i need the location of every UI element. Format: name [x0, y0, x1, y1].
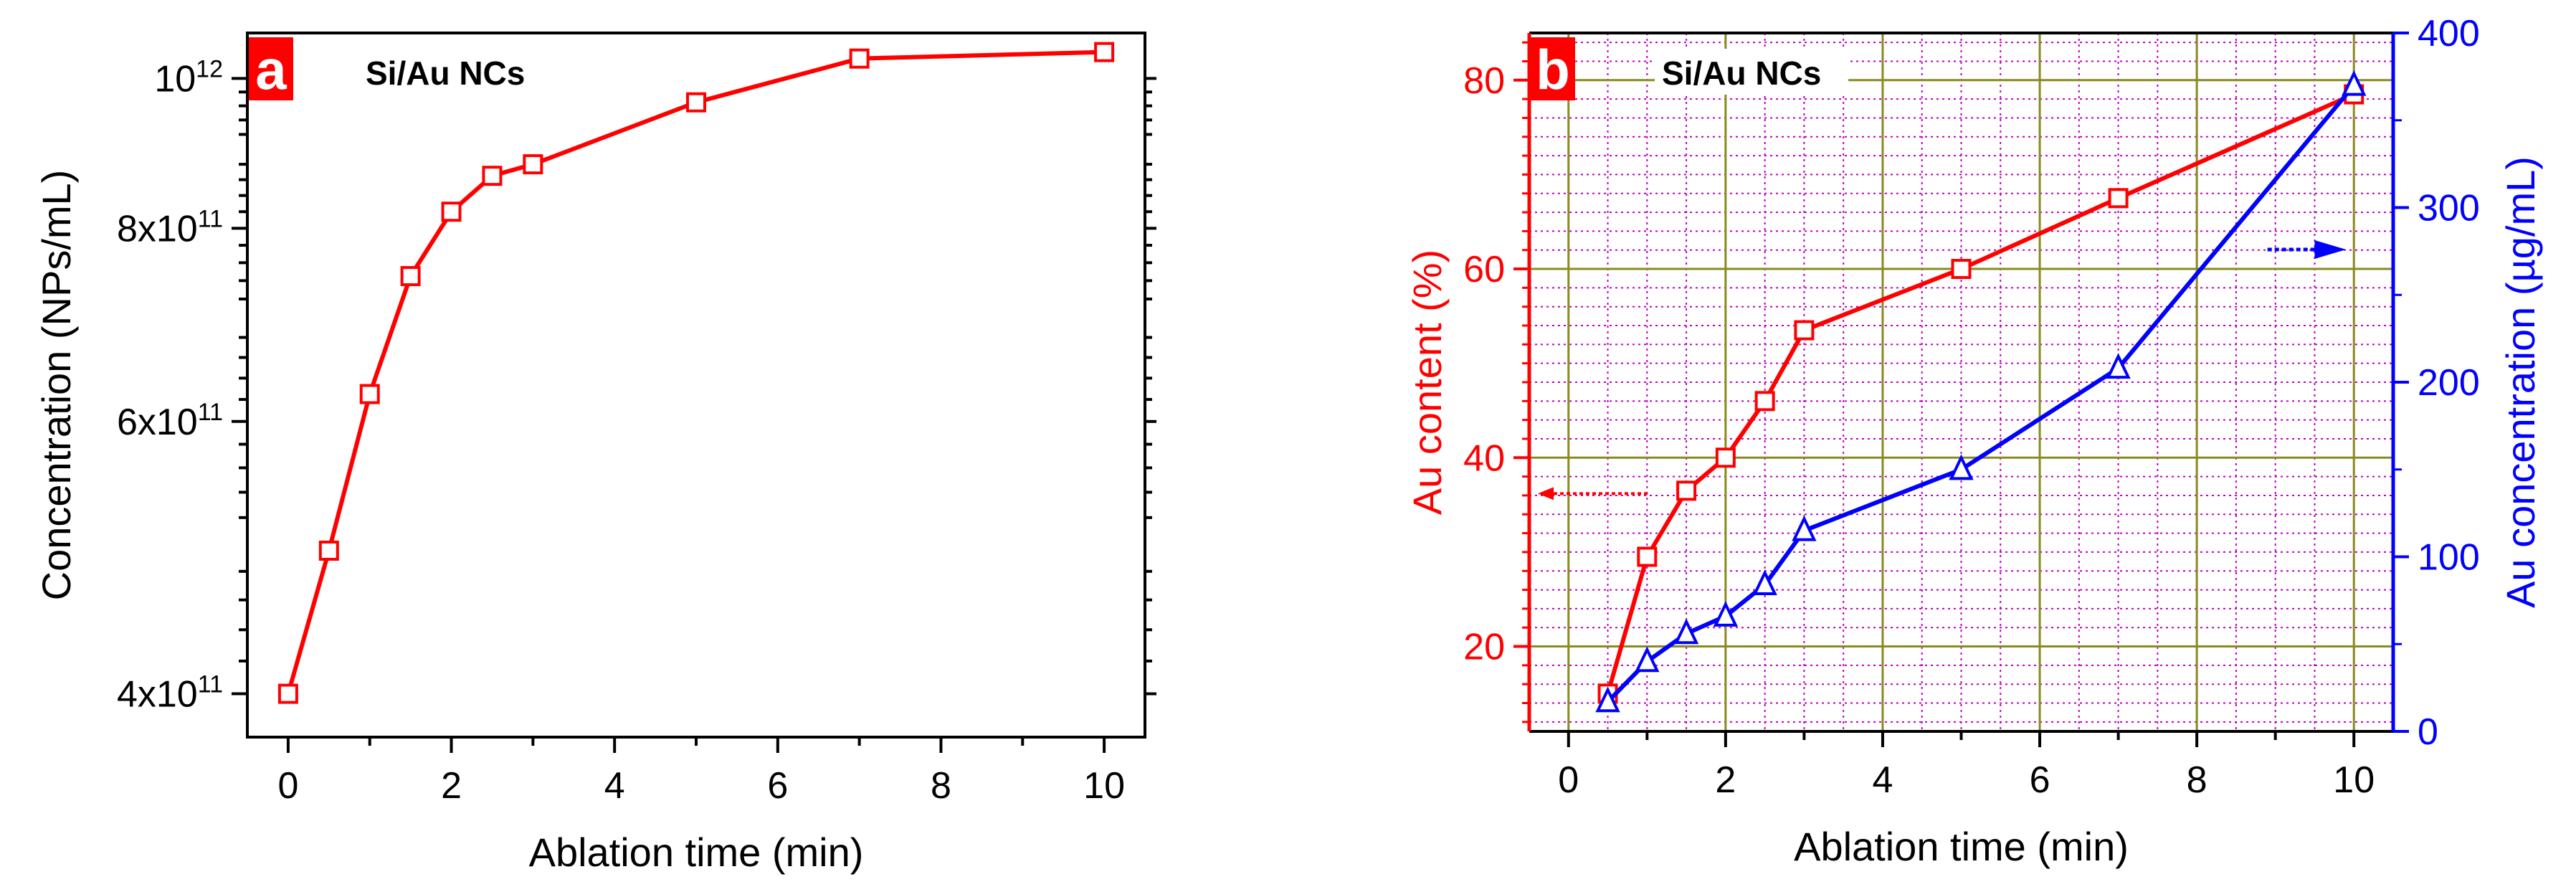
data-point-square: [441, 201, 462, 222]
y-tick-label: 6x1011: [117, 399, 223, 443]
y-right-tick-label: 0: [2418, 711, 2438, 753]
x-tick-label: 10: [2333, 759, 2375, 801]
x-tick-label: 0: [1558, 759, 1579, 801]
x-axis-label: Ablation time (min): [1794, 824, 2129, 869]
data-point-square: [1094, 42, 1115, 62]
series-line-concentration: [286, 49, 1105, 695]
panel-a: 0 2 4 6 8 10 4x1011 6x1011 8x1011 1012 Ablation ti…: [34, 32, 1156, 875]
plot-frame: [246, 32, 1146, 739]
x-axis-label: Ablation time (min): [529, 830, 864, 875]
y-left-axis-label: Au content (%): [1405, 250, 1450, 515]
x-tick-label: 6: [2030, 759, 2050, 801]
data-point-square: [482, 166, 503, 186]
data-point-square: [359, 384, 380, 404]
x-tick-label: 4: [604, 765, 625, 807]
data-point-square: [277, 683, 298, 704]
y-left-tick-label: 60: [1463, 249, 1505, 290]
y-right-tick-label: 300: [2418, 188, 2480, 229]
data-point-triangle: [2106, 353, 2131, 379]
data-point-square: [1754, 391, 1775, 412]
data-point-triangle: [2342, 70, 2367, 96]
data-point-triangle: [1949, 454, 1974, 480]
data-point-square: [686, 92, 706, 113]
data-point-square: [1637, 546, 1658, 567]
y-tick-label: 4x1011: [117, 671, 223, 716]
y-right-tick-label: 200: [2418, 362, 2480, 404]
data-point-square: [523, 154, 543, 175]
y-left-tick-label: 80: [1463, 60, 1505, 102]
data-point-triangle: [1635, 646, 1660, 673]
data-point-square: [1951, 259, 1972, 280]
data-point-triangle: [1673, 618, 1699, 645]
series-line-au-content: [1605, 92, 2355, 695]
panel-tag-label: a: [255, 38, 287, 101]
data-point-square: [1794, 320, 1815, 341]
x-tick-label: 8: [931, 765, 951, 807]
panel-tag-bg: [1531, 37, 1575, 100]
data-point-square: [318, 540, 339, 561]
data-point-square: [1715, 447, 1736, 468]
panel-annotation: Si/Au NCs: [1662, 54, 1821, 92]
x-tick-label: 4: [1872, 759, 1893, 801]
y-axis-label: Concentration (NPs/mL): [34, 170, 79, 601]
data-point-triangle: [1752, 569, 1777, 596]
annotation-bg: [1655, 49, 1848, 95]
data-point-triangle: [1595, 686, 1620, 713]
y-left-tick-label: 20: [1463, 627, 1505, 668]
data-point-square: [2108, 188, 2129, 209]
data-point-triangle: [1713, 601, 1739, 627]
panel-tag-label: b: [1536, 38, 1570, 101]
y-tick-label: 1012: [154, 55, 223, 100]
x-tick-label: 2: [1715, 759, 1736, 801]
y-right-axis-label: Au concentration (µg/mL): [2498, 156, 2543, 608]
data-point-square: [1676, 480, 1697, 501]
left-axis-arrow-head: [1538, 487, 1554, 500]
x-tick-label: 0: [277, 765, 298, 807]
y-right-tick-label: 400: [2418, 13, 2480, 54]
y-tick-label: 8x1011: [117, 205, 223, 250]
y-right-tick-label: 100: [2418, 537, 2480, 579]
x-tick-label: 2: [441, 765, 462, 807]
data-point-square: [849, 48, 870, 69]
panel-tag-bg: [249, 37, 293, 100]
panel-annotation: Si/Au NCs: [366, 54, 525, 92]
panel-b: 0 2 4 6 8 10 20 40 60 80 0 100 200 300 400 Ablation tim…: [1405, 13, 2543, 869]
x-tick-label: 6: [767, 765, 788, 807]
data-point-triangle: [1792, 515, 1817, 541]
right-axis-arrow-head: [2314, 239, 2347, 259]
x-tick-label: 8: [2187, 759, 2207, 801]
data-point-square: [400, 266, 421, 287]
y-left-tick-label: 40: [1463, 437, 1505, 479]
x-tick-label: 10: [1083, 765, 1125, 807]
